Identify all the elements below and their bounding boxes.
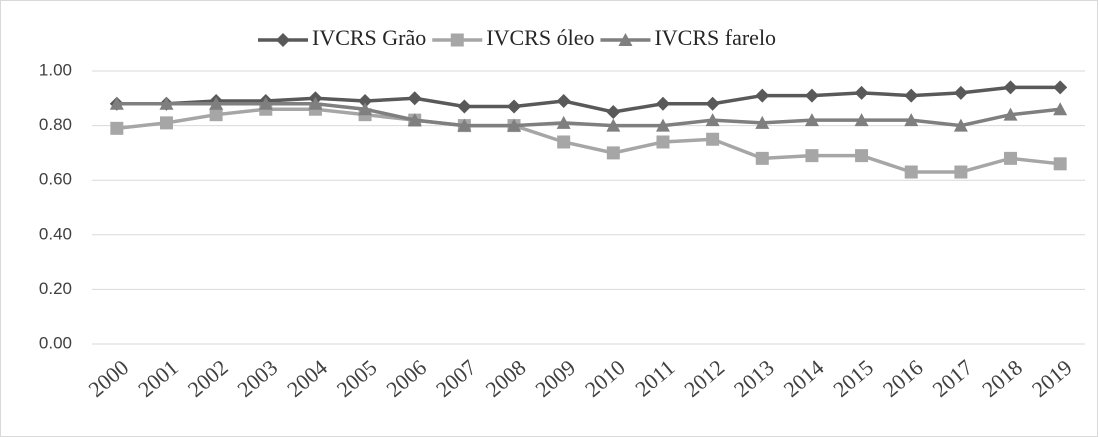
marker	[755, 151, 769, 165]
marker	[507, 118, 522, 132]
marker	[308, 96, 323, 110]
marker	[904, 165, 918, 179]
marker	[705, 96, 720, 111]
marker	[655, 96, 670, 111]
marker	[1053, 157, 1067, 171]
marker	[606, 104, 621, 119]
marker	[618, 33, 633, 46]
marker	[953, 118, 968, 132]
marker	[1053, 80, 1068, 95]
marker	[855, 149, 869, 163]
series-line	[116, 102, 1061, 128]
marker	[276, 33, 290, 47]
marker	[159, 96, 174, 110]
marker	[1053, 102, 1068, 116]
marker	[953, 85, 968, 100]
marker	[507, 99, 522, 114]
series-line	[116, 85, 1061, 114]
marker	[407, 113, 422, 127]
legend-label: IVCRS Grão	[312, 25, 426, 50]
marker	[606, 146, 620, 160]
marker	[450, 33, 464, 47]
marker	[209, 96, 224, 110]
marker	[705, 113, 720, 127]
marker	[606, 118, 621, 132]
marker	[854, 85, 869, 100]
marker	[407, 91, 422, 106]
y-tick-label: 0.40	[39, 224, 72, 243]
marker	[109, 96, 124, 110]
marker	[557, 135, 571, 149]
y-tick-label: 1.00	[39, 60, 72, 79]
marker	[556, 94, 571, 109]
legend-label: IVCRS farelo	[654, 25, 776, 50]
marker	[706, 132, 720, 146]
marker	[258, 96, 273, 110]
marker	[457, 118, 472, 132]
marker	[904, 88, 919, 103]
marker	[655, 118, 670, 132]
y-tick-label: 0.80	[39, 115, 72, 134]
marker	[904, 113, 919, 127]
marker	[805, 149, 819, 163]
marker	[358, 94, 373, 109]
legend-label: IVCRS óleo	[486, 25, 594, 50]
marker	[1003, 107, 1018, 121]
marker	[656, 135, 670, 149]
marker	[358, 102, 373, 116]
marker	[110, 121, 124, 135]
series-line	[116, 107, 1061, 174]
marker	[159, 116, 173, 130]
y-tick-label: 0.60	[39, 170, 72, 189]
y-tick-label: 0.20	[39, 279, 72, 298]
marker	[755, 88, 770, 103]
marker	[854, 113, 869, 127]
marker	[804, 88, 819, 103]
marker	[556, 115, 571, 129]
marker	[954, 165, 968, 179]
marker	[1003, 80, 1018, 95]
marker	[804, 113, 819, 127]
marker	[209, 108, 223, 122]
marker	[457, 99, 472, 114]
marker	[1004, 151, 1018, 165]
y-tick-label: 0.00	[39, 333, 72, 352]
marker	[755, 115, 770, 129]
